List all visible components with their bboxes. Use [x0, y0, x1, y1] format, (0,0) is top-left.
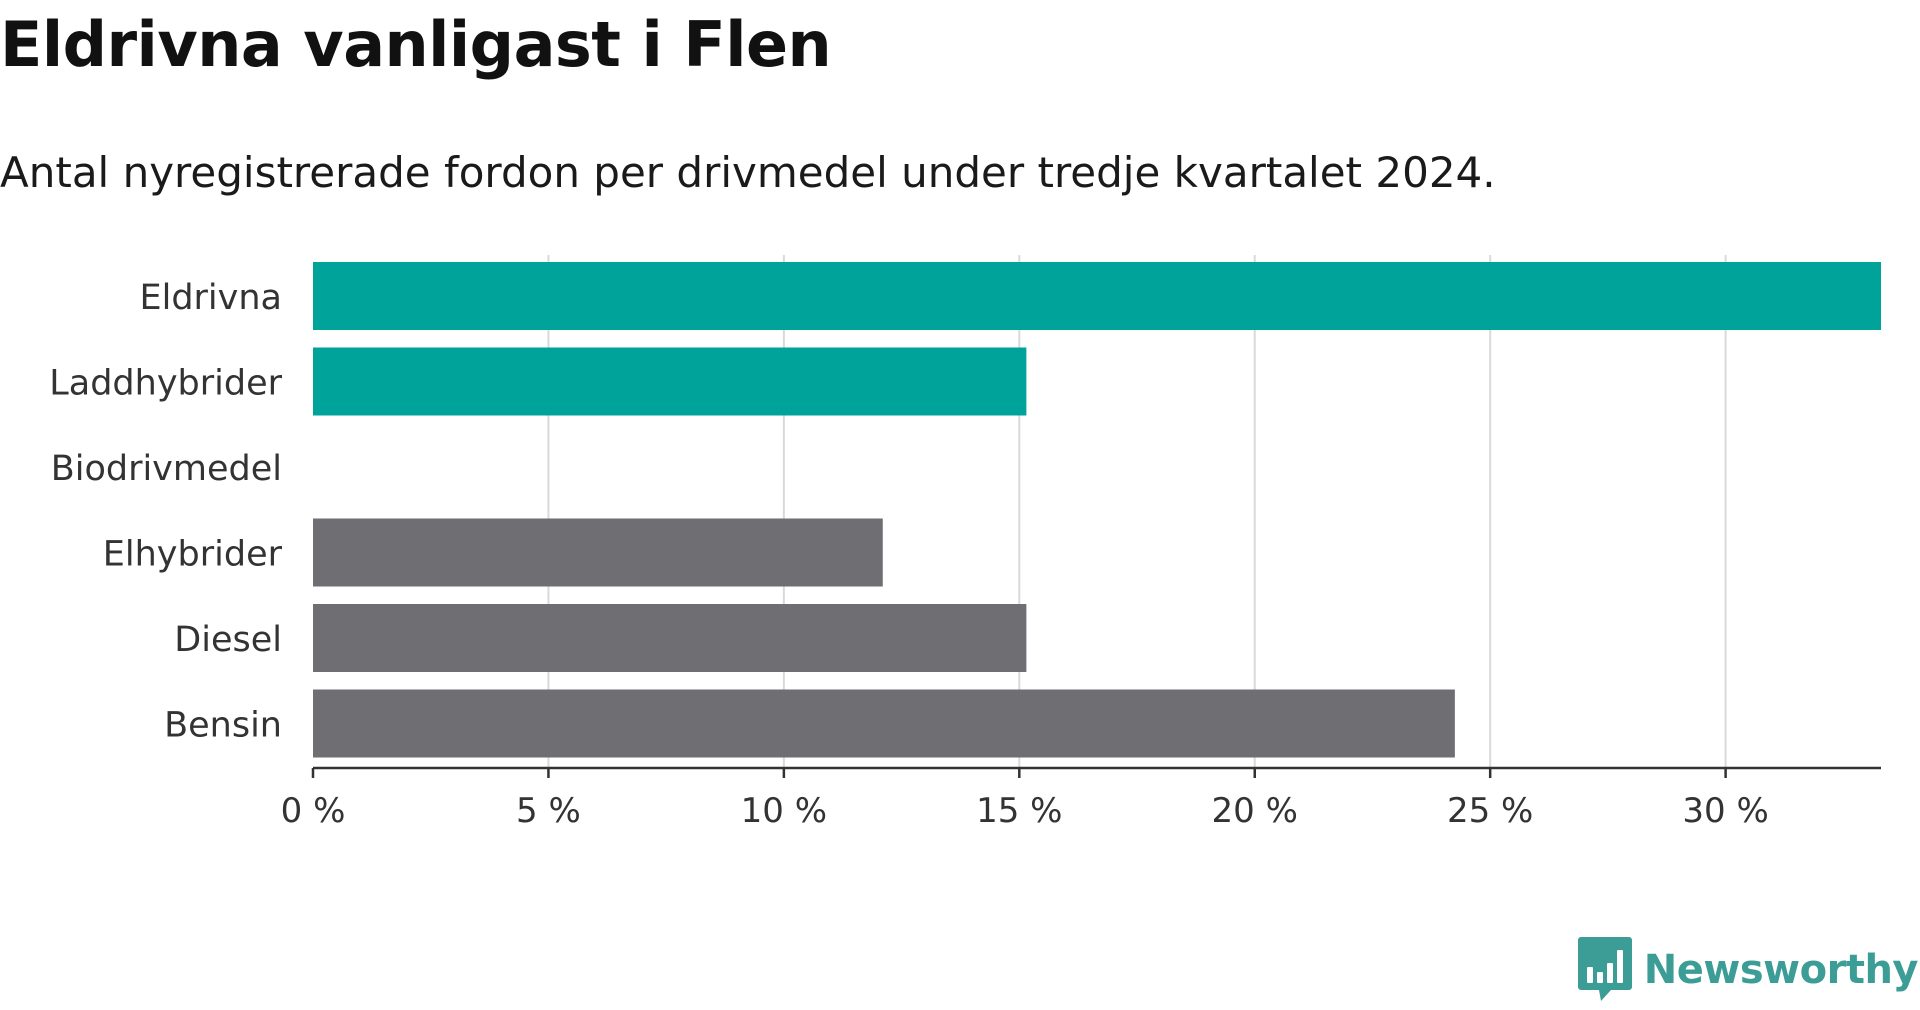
category-label: Eldrivna [139, 278, 282, 318]
bar [313, 347, 1027, 416]
x-tick-label: 5 % [516, 791, 581, 831]
category-label: Bensin [164, 706, 282, 746]
bar [313, 262, 1881, 330]
category-label: Laddhybrider [49, 364, 282, 404]
x-tick-label: 10 % [741, 791, 827, 831]
x-tick-label: 25 % [1447, 791, 1533, 831]
brand-logo: Newsworthy [1577, 930, 1919, 1010]
x-tick-label: 0 % [281, 791, 346, 831]
category-label: Diesel [174, 620, 282, 660]
x-tick-label: 15 % [976, 791, 1062, 831]
x-tick-label: 30 % [1682, 791, 1768, 831]
bar-chart-speech-bubble-icon [1577, 937, 1632, 1001]
x-tick-label: 20 % [1212, 791, 1298, 831]
bar [313, 518, 883, 587]
bar [313, 689, 1455, 758]
category-label: Elhybrider [103, 535, 283, 575]
brand-name: Newsworthy [1643, 947, 1919, 993]
bar [313, 604, 1027, 672]
category-label: Biodrivmedel [51, 449, 282, 489]
chart-subtitle: Antal nyregistrerade fordon per drivmede… [0, 148, 1496, 197]
chart-title: Eldrivna vanligast i Flen [0, 8, 832, 81]
